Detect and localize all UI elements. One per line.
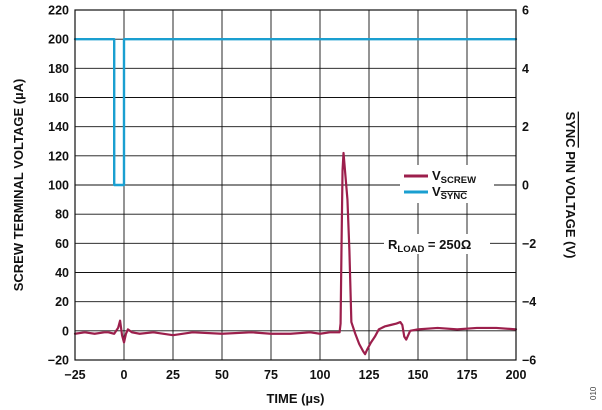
y-tick-label: 80 (55, 208, 69, 222)
y2-tick-label: 2 (522, 120, 529, 134)
y2-axis-title-overline-part: SYNC (563, 112, 578, 149)
x-tick-label: 200 (506, 368, 527, 382)
y-tick-label: 160 (48, 91, 69, 105)
y-tick-label: 0 (62, 324, 69, 338)
y-tick-label: 20 (55, 295, 69, 309)
y-axis-title: SCREW TERMINAL VOLTAGE (µA) (11, 79, 26, 292)
y2-tick-label: −2 (522, 237, 536, 251)
x-tick-label: 100 (310, 368, 331, 382)
x-tick-label: 175 (457, 368, 478, 382)
y-tick-label: 180 (48, 62, 69, 76)
y-tick-label: 200 (48, 33, 69, 47)
y2-axis-title: SYNC PIN VOLTAGE (V) (563, 112, 578, 259)
x-tick-label: 75 (264, 368, 278, 382)
y-tick-label: 140 (48, 120, 69, 134)
legend-label-vscrew: VSCREW (432, 168, 476, 186)
x-tick-label: 0 (121, 368, 128, 382)
annotation-text: RLOAD = 250Ω (388, 237, 471, 255)
x-tick-label: −25 (64, 368, 85, 382)
y2-tick-label: 4 (522, 62, 529, 76)
x-tick-label: 50 (215, 368, 229, 382)
legend: VSCREW VSYNC (400, 165, 494, 203)
tick-labels: −25 0 25 50 75 100 125 150 175 200−20020406080100… (48, 4, 537, 383)
y-tick-label: 120 (48, 149, 69, 163)
y-tick-label: −20 (48, 354, 69, 368)
x-tick-label: 125 (359, 368, 380, 382)
x-axis-title: TIME (µs) (266, 391, 324, 406)
y-tick-label: 40 (55, 266, 69, 280)
x-tick-label: 25 (166, 368, 180, 382)
y2-tick-label: −4 (522, 295, 536, 309)
x-tick-label: 150 (408, 368, 429, 382)
y2-axis-title-rest: PIN VOLTAGE (V) (563, 148, 578, 259)
y-tick-label: 100 (48, 179, 69, 193)
y-tick-label: 220 (48, 4, 69, 18)
legend-background (400, 165, 494, 203)
figure-number: 010 (589, 386, 598, 400)
annotation-rload: RLOAD = 250Ω (384, 234, 490, 255)
series-layer (73, 37, 518, 356)
y2-tick-label: 6 (522, 4, 529, 18)
y2-tick-label: −6 (522, 354, 536, 368)
series-line-sync (73, 37, 518, 187)
y2-tick-label: 0 (522, 179, 529, 193)
legend-label-vsync: VSYNC (432, 184, 467, 202)
plot-frame (74, 9, 517, 361)
y-tick-label: 60 (55, 237, 69, 251)
series-line-screw (73, 151, 518, 356)
annotation-background (384, 234, 490, 254)
